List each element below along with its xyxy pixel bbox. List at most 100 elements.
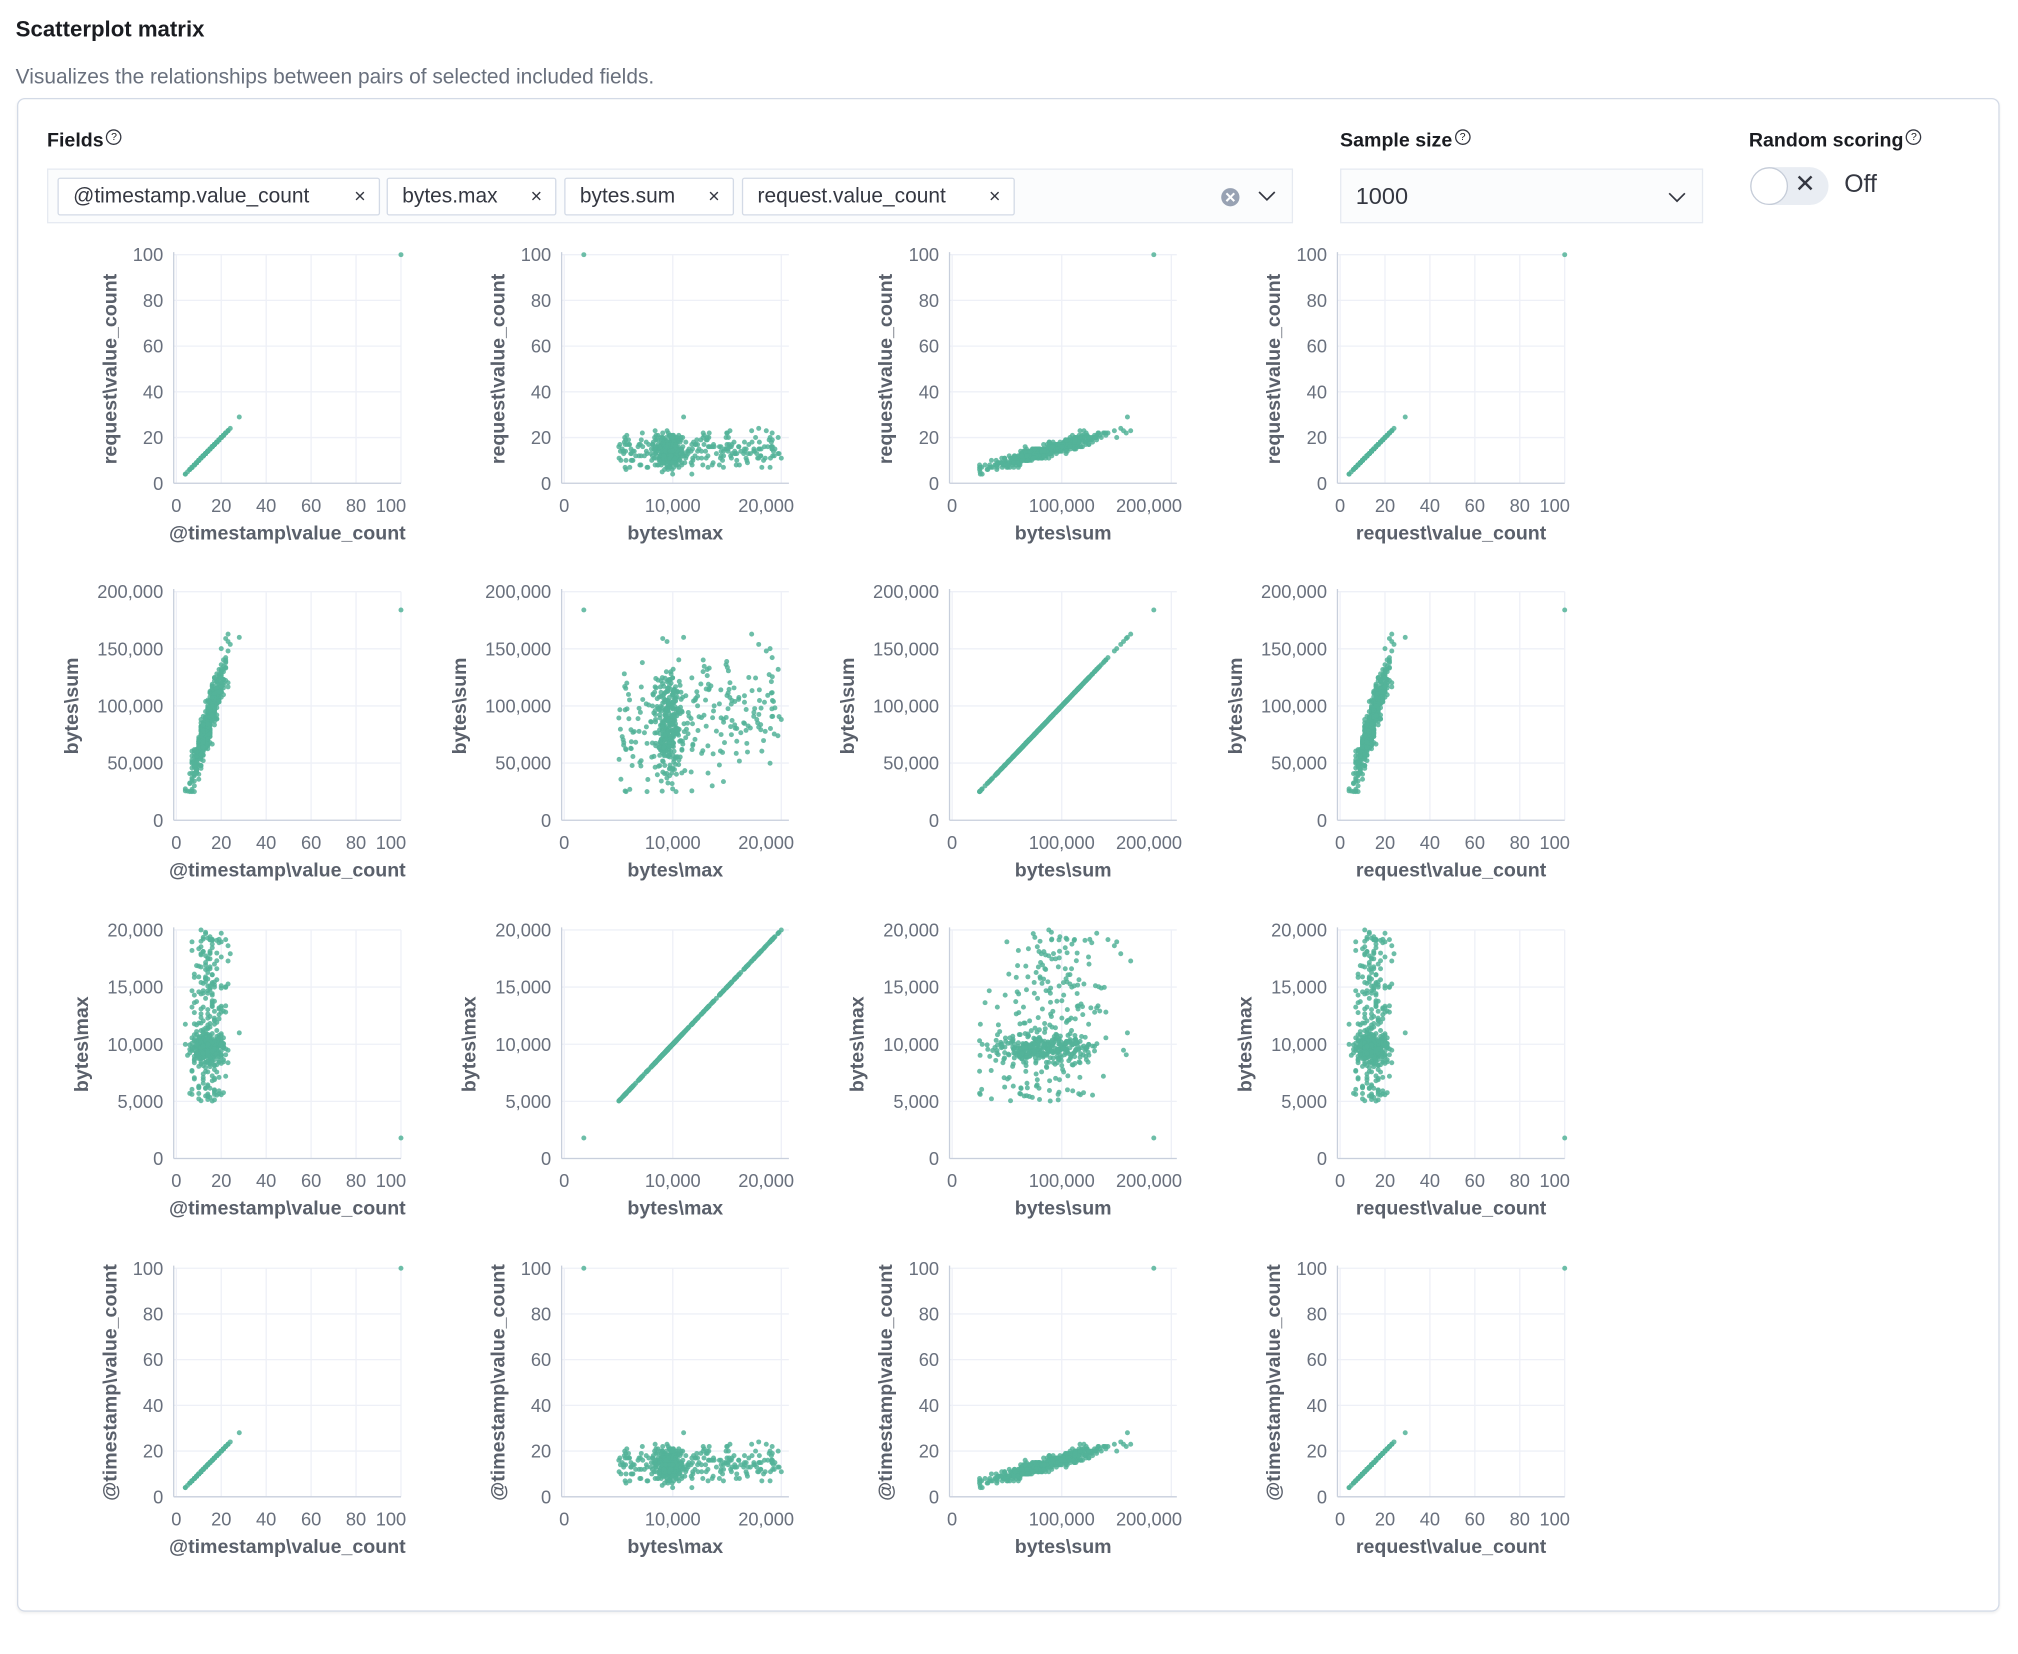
data-point	[1366, 709, 1372, 715]
y-tick-label: 20	[143, 427, 163, 448]
data-point	[223, 430, 229, 436]
fields-combobox[interactable]: @timestamp.value_count × bytes.max × bytes…	[47, 168, 1294, 224]
data-point	[1077, 435, 1083, 441]
data-point	[616, 756, 622, 762]
sample-size-label: Sample size?	[1340, 129, 1471, 152]
data-point	[616, 715, 622, 721]
data-point	[216, 689, 222, 695]
data-point	[209, 444, 215, 450]
data-point	[756, 425, 762, 431]
y-tick-label: 60	[919, 336, 939, 357]
data-point	[1072, 689, 1078, 695]
data-point	[746, 674, 752, 680]
x-tick-label: 100	[376, 832, 406, 853]
y-tick-label: 80	[143, 290, 163, 311]
data-point	[196, 1056, 202, 1062]
data-point	[1124, 634, 1130, 640]
y-tick-label: 20	[919, 427, 939, 448]
help-icon[interactable]: ?	[1906, 129, 1922, 145]
data-point	[670, 666, 676, 672]
data-point	[198, 1011, 204, 1017]
data-point	[673, 462, 679, 468]
data-point	[207, 983, 213, 989]
data-point	[763, 428, 769, 434]
remove-field-icon[interactable]: ×	[530, 185, 543, 208]
y-tick-label: 40	[919, 381, 939, 402]
data-point	[711, 703, 717, 709]
data-point	[209, 998, 215, 1004]
help-icon[interactable]: ?	[1454, 129, 1471, 145]
remove-field-icon[interactable]: ×	[354, 185, 366, 208]
data-point	[744, 740, 750, 746]
remove-field-icon[interactable]: ×	[989, 185, 1001, 208]
y-tick-label: 0	[541, 810, 551, 831]
sample-size-select[interactable]: 1000	[1340, 168, 1704, 224]
x-tick-label: 40	[256, 1170, 276, 1191]
y-tick-label: 200,000	[1261, 581, 1327, 602]
data-point	[718, 687, 724, 693]
data-point	[664, 775, 670, 781]
data-point	[763, 648, 769, 654]
data-point	[767, 726, 773, 732]
data-point	[727, 680, 733, 686]
data-point	[769, 674, 775, 680]
data-point	[716, 762, 722, 768]
y-tick-label: 0	[541, 1148, 551, 1169]
data-point	[720, 457, 726, 463]
data-point	[203, 979, 209, 985]
y-axis-title: request\value_count	[99, 273, 121, 464]
data-point	[216, 699, 222, 705]
y-tick-label: 80	[1307, 290, 1327, 311]
random-scoring-toggle[interactable]: ✕	[1750, 167, 1829, 206]
data-point	[207, 1024, 213, 1030]
data-point	[200, 744, 206, 750]
x-tick-label: 0	[559, 1170, 569, 1191]
data-point	[649, 457, 655, 463]
data-point	[994, 770, 1000, 776]
data-point	[191, 462, 197, 468]
y-axis-title: request\value_count	[875, 273, 897, 464]
data-point	[758, 722, 764, 728]
x-tick-label: 20	[211, 495, 231, 516]
remove-field-icon[interactable]: ×	[708, 185, 720, 208]
data-point	[699, 455, 705, 461]
x-tick-label: 60	[301, 1170, 321, 1191]
data-point	[214, 1034, 220, 1040]
data-point	[617, 441, 623, 447]
data-point	[751, 448, 757, 454]
data-point	[1369, 741, 1375, 747]
y-tick-label: 15,000	[495, 977, 551, 998]
data-point	[218, 930, 224, 936]
data-point	[1382, 646, 1388, 652]
data-point	[205, 721, 211, 727]
data-point	[653, 676, 659, 682]
help-icon[interactable]: ?	[106, 129, 122, 145]
data-point	[236, 634, 242, 640]
data-point	[741, 699, 747, 705]
data-point	[622, 788, 628, 794]
data-point	[718, 732, 724, 738]
data-point	[725, 706, 731, 712]
chevron-down-icon[interactable]	[1258, 189, 1276, 202]
data-point	[205, 1007, 211, 1013]
data-point	[705, 453, 711, 459]
data-point	[196, 744, 202, 750]
x-tick-label: 20	[211, 1170, 231, 1191]
data-point	[398, 1135, 404, 1141]
data-point	[652, 730, 658, 736]
clear-all-icon[interactable]	[1220, 187, 1241, 208]
data-point	[765, 692, 771, 698]
data-point	[988, 457, 994, 463]
data-point	[987, 778, 993, 784]
data-point	[720, 779, 726, 785]
data-point	[734, 457, 740, 463]
data-point	[218, 646, 224, 652]
data-point	[710, 751, 716, 757]
data-point	[1030, 455, 1036, 461]
data-point	[207, 1014, 213, 1020]
data-point	[775, 451, 781, 457]
x-tick-label: 40	[1420, 495, 1440, 516]
data-point	[658, 678, 664, 684]
data-point	[720, 749, 726, 755]
data-point	[661, 744, 667, 750]
